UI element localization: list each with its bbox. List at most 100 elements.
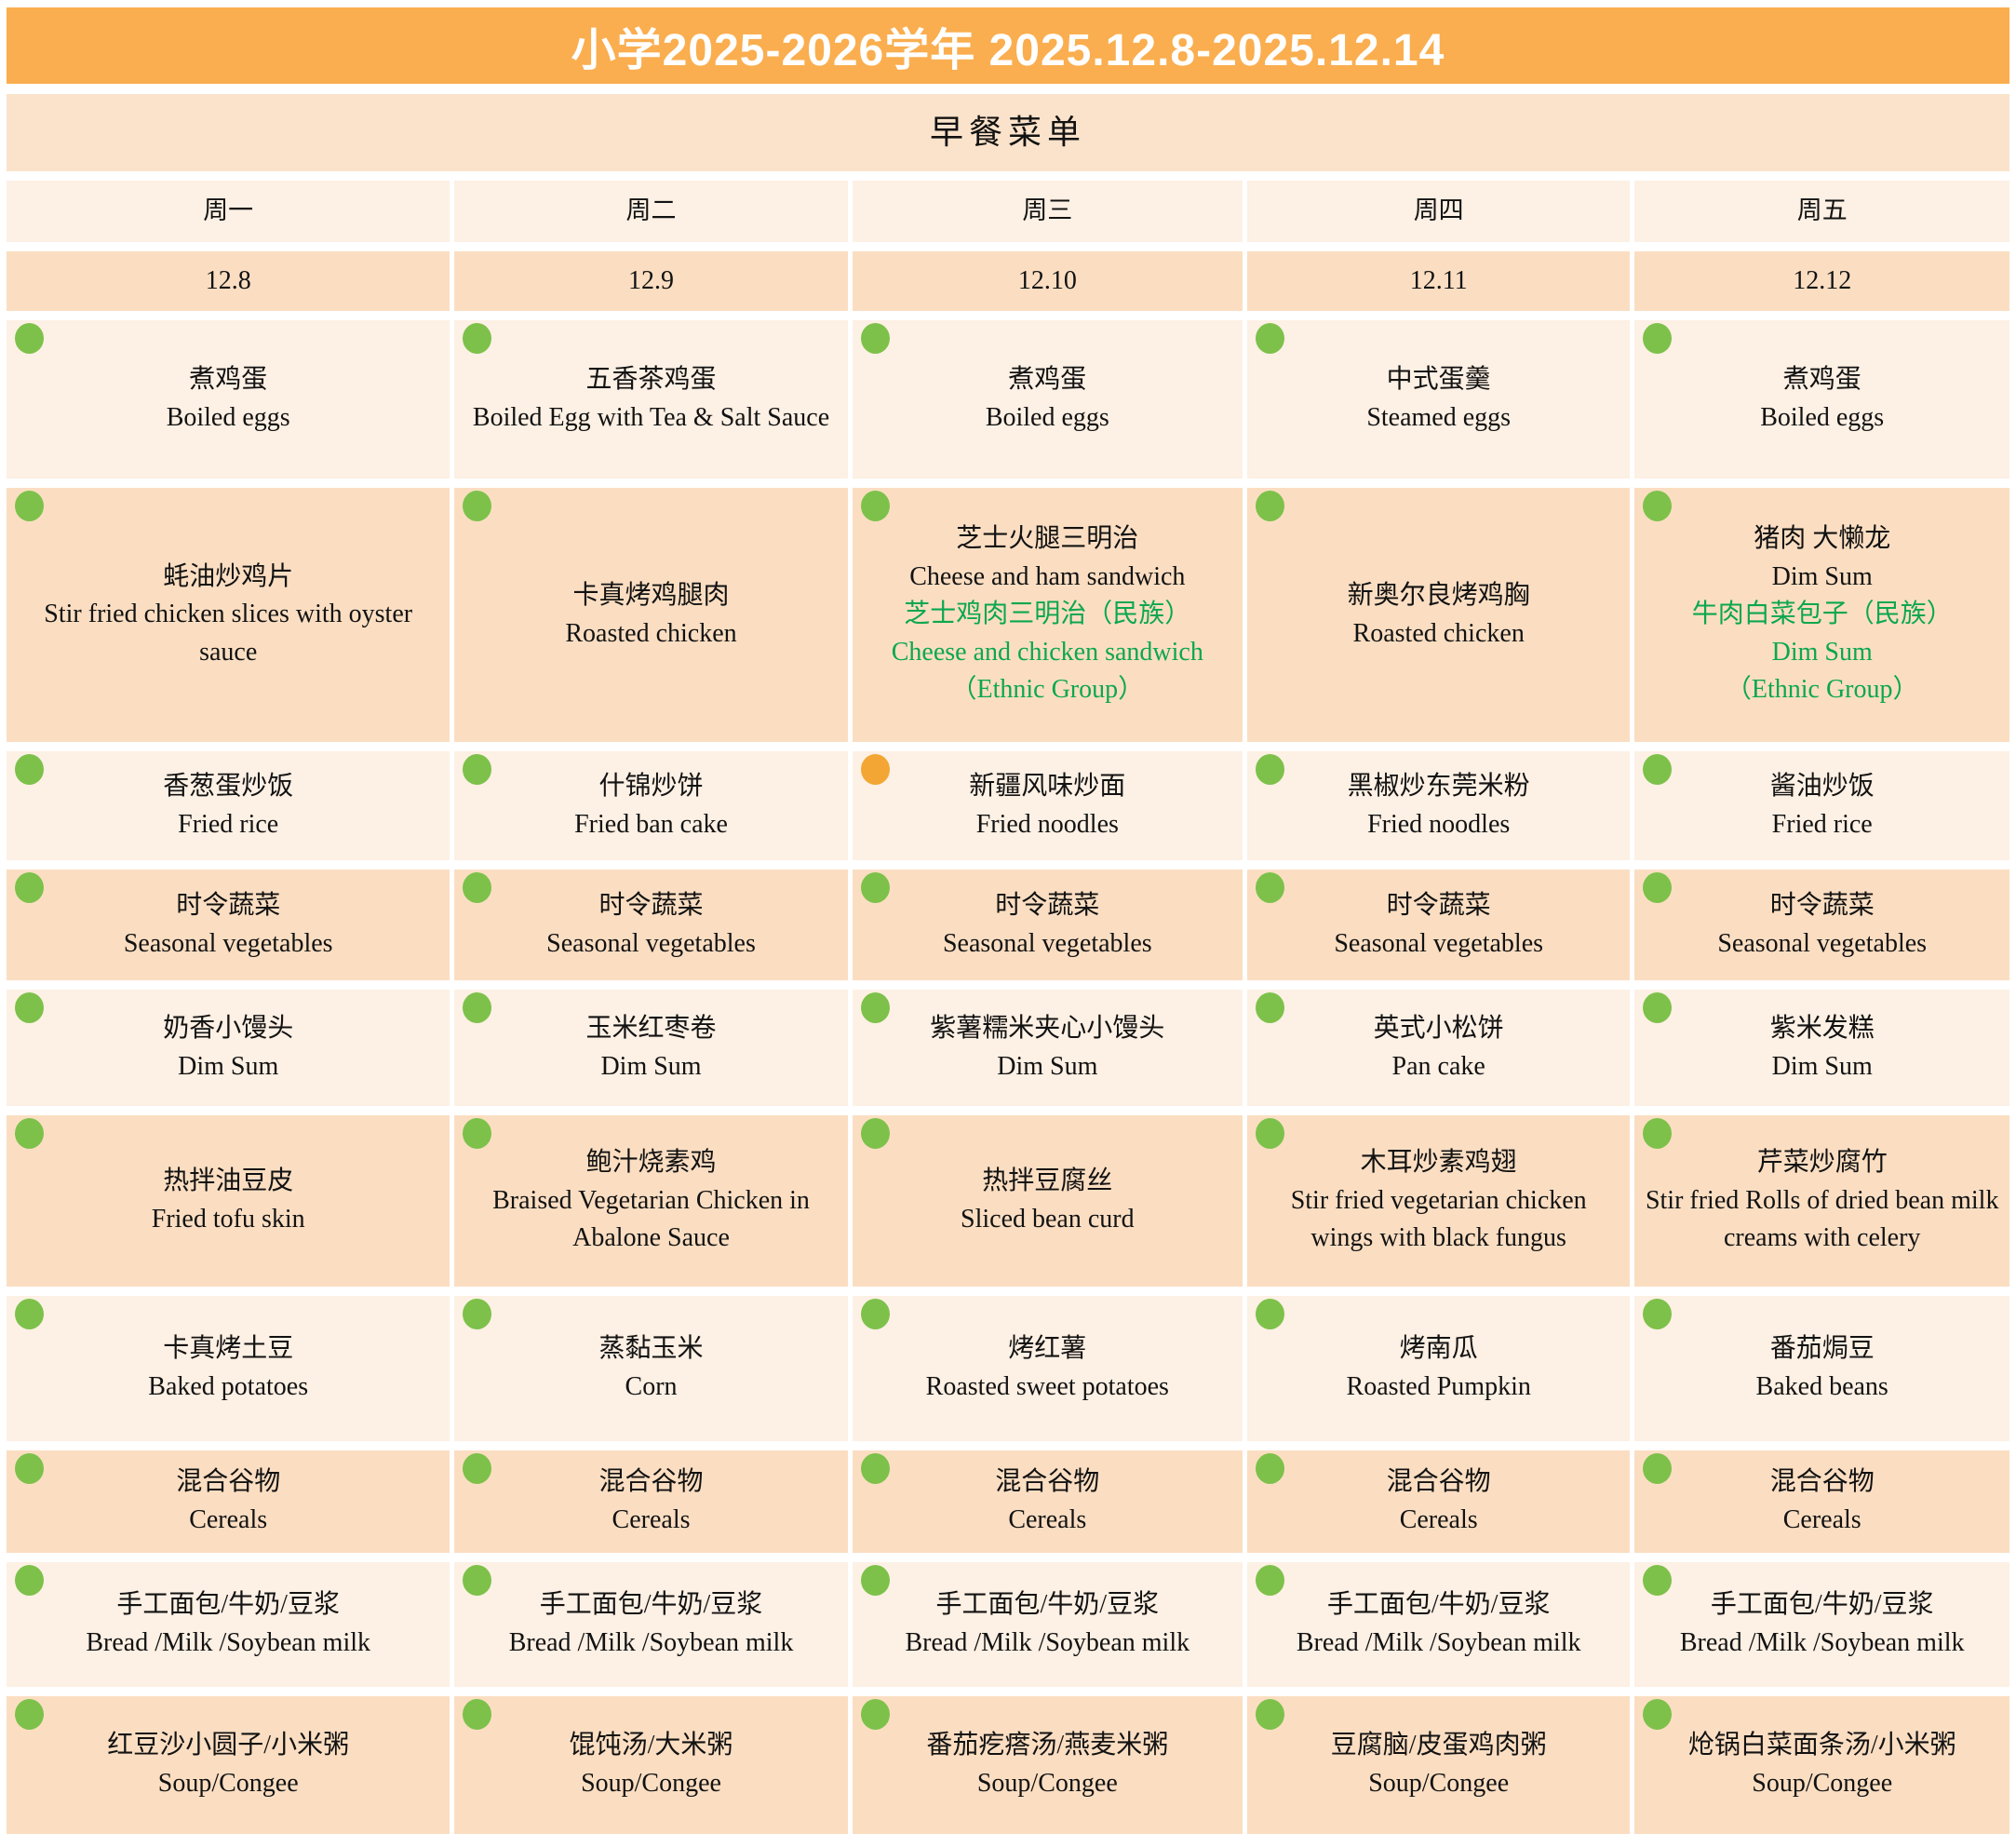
dish-line: 时令蔬菜	[1386, 890, 1491, 920]
dish-line: Cereals	[1782, 1505, 1861, 1534]
dish-line: 馄饨汤/大米粥	[569, 1731, 733, 1760]
dish-line: 新疆风味炒面	[969, 771, 1126, 801]
dish-line: Dim Sum	[1771, 561, 1873, 591]
dish-line-ethnic: 牛肉白菜包子（民族）	[1691, 600, 1953, 629]
menu-cell: 玉米红枣卷 Dim Sum	[454, 990, 848, 1106]
dish-line: 英式小松饼	[1373, 1013, 1504, 1043]
dish-line: Steamed eggs	[1366, 403, 1512, 432]
status-dot-green-icon	[1255, 1565, 1284, 1596]
status-dot-green-icon	[1643, 1299, 1673, 1329]
dish-line: 红豆沙小圆子/小米粥	[107, 1731, 350, 1760]
dish-line: 木耳炒素鸡翅	[1360, 1148, 1517, 1178]
dish-line: 混合谷物	[995, 1467, 1100, 1497]
dish-line: Bread /Milk /Soybean milk	[1679, 1628, 1965, 1657]
day-label: 周三	[1022, 196, 1073, 225]
dish-line: Fried ban cake	[574, 809, 728, 839]
dish-line: Bread /Milk /Soybean milk	[508, 1628, 794, 1657]
dish-line: Seasonal vegetables	[546, 928, 756, 958]
day-label: 周二	[625, 196, 677, 225]
status-dot-green-icon	[463, 1299, 492, 1329]
status-dot-green-icon	[860, 872, 890, 903]
dish-line: 煮鸡蛋	[1782, 365, 1861, 395]
status-dot-green-icon	[463, 491, 492, 521]
dish-line: 热拌豆腐丝	[982, 1166, 1113, 1196]
status-dot-green-icon	[1643, 1699, 1673, 1730]
status-dot-green-icon	[1255, 754, 1284, 785]
menu-cell: 番茄疙瘩汤/燕麦米粥 Soup/Congee	[852, 1696, 1243, 1834]
dish-line: Dim Sum	[600, 1051, 702, 1081]
dish-line: 中式蛋羹	[1386, 365, 1491, 395]
dish-line: Corn	[625, 1372, 678, 1401]
dish-line: 手工面包/牛奶/豆浆	[539, 1590, 763, 1620]
dish-line: 番茄疙瘩汤/燕麦米粥	[926, 1731, 1169, 1760]
status-dot-green-icon	[15, 1453, 44, 1484]
dish-line: Seasonal vegetables	[1717, 928, 1928, 958]
dish-line: 黑椒炒东莞米粉	[1347, 771, 1530, 801]
menu-cell: 香葱蛋炒饭 Fried rice	[7, 751, 450, 860]
status-dot-green-icon	[1255, 1699, 1284, 1730]
dish-line: Soup/Congee	[581, 1769, 721, 1798]
menu-cell: 馄饨汤/大米粥 Soup/Congee	[454, 1696, 848, 1834]
date-cell: 12.12	[1634, 251, 2009, 311]
day-header-cell: 周二	[454, 181, 848, 242]
dish-line: Dim Sum	[997, 1051, 1098, 1081]
status-dot-green-icon	[463, 1453, 492, 1484]
dish-line: Fried noodles	[1367, 809, 1511, 839]
dish-line: 手工面包/牛奶/豆浆	[1326, 1590, 1551, 1620]
date-cell: 12.8	[7, 251, 450, 311]
dish-line: Cereals	[612, 1505, 691, 1534]
dish-line: Seasonal vegetables	[942, 928, 1152, 958]
date-label: 12.12	[1793, 265, 1852, 295]
dish-line: Cereals	[1399, 1505, 1478, 1534]
dish-line: 香葱蛋炒饭	[163, 771, 294, 801]
dish-line: 手工面包/牛奶/豆浆	[116, 1590, 340, 1620]
date-label: 12.9	[628, 265, 675, 295]
status-dot-green-icon	[15, 754, 44, 785]
status-dot-green-icon	[1255, 1299, 1284, 1329]
status-dot-green-icon	[860, 1453, 890, 1484]
status-dot-green-icon	[15, 872, 44, 903]
status-dot-green-icon	[1643, 872, 1673, 903]
menu-cell: 豆腐脑/皮蛋鸡肉粥 Soup/Congee	[1246, 1696, 1631, 1834]
dish-line: Roasted sweet potatoes	[925, 1372, 1169, 1401]
menu-cell: 烤南瓜 Roasted Pumpkin	[1246, 1296, 1631, 1441]
menu-cell: 奶香小馒头 Dim Sum	[7, 990, 450, 1106]
menu-cell: 五香茶鸡蛋 Boiled Egg with Tea & Salt Sauce	[454, 320, 848, 479]
menu-cell: 手工面包/牛奶/豆浆 Bread /Milk /Soybean milk	[7, 1562, 450, 1687]
dish-line: 手工面包/牛奶/豆浆	[935, 1590, 1160, 1620]
status-dot-green-icon	[463, 992, 492, 1023]
dish-line: Stir fried chicken slices with oyster sa…	[44, 600, 413, 667]
status-dot-green-icon	[1643, 491, 1673, 521]
menu-cell: 手工面包/牛奶/豆浆 Bread /Milk /Soybean milk	[852, 1562, 1243, 1687]
menu-cell: 混合谷物 Cereals	[852, 1450, 1243, 1553]
dish-line: Baked potatoes	[148, 1372, 309, 1401]
menu-cell: 黑椒炒东莞米粉 Fried noodles	[1246, 751, 1631, 860]
menu-cell: 烤红薯 Roasted sweet potatoes	[852, 1296, 1243, 1441]
day-label: 周五	[1796, 196, 1848, 225]
menu-cell: 新疆风味炒面 Fried noodles	[852, 751, 1243, 860]
dish-line: Bread /Milk /Soybean milk	[1296, 1628, 1581, 1657]
menu-cell: 时令蔬菜 Seasonal vegetables	[1634, 870, 2009, 980]
dish-line: 芝士火腿三明治	[956, 524, 1139, 554]
dish-line: 玉米红枣卷	[585, 1013, 717, 1043]
dish-line: Soup/Congee	[157, 1769, 299, 1798]
status-dot-green-icon	[1643, 992, 1673, 1023]
menu-cell: 时令蔬菜 Seasonal vegetables	[1246, 870, 1631, 980]
dish-line: Boiled eggs	[1760, 403, 1885, 432]
status-dot-green-icon	[860, 1699, 890, 1730]
date-cell: 12.9	[454, 251, 848, 311]
dish-line: 时令蔬菜	[995, 890, 1100, 920]
status-dot-green-icon	[15, 1118, 44, 1149]
status-dot-green-icon	[1255, 1453, 1284, 1484]
menu-cell: 卡真烤鸡腿肉 Roasted chicken	[454, 488, 848, 742]
status-dot-green-icon	[15, 491, 44, 521]
dish-line: 混合谷物	[1386, 1467, 1491, 1497]
menu-cell: 混合谷物 Cereals	[1634, 1450, 2009, 1553]
date-label: 12.10	[1017, 265, 1077, 295]
status-dot-green-icon	[860, 491, 890, 521]
menu-cell: 混合谷物 Cereals	[454, 1450, 848, 1553]
menu-cell: 混合谷物 Cereals	[1246, 1450, 1631, 1553]
day-header-cell: 周三	[852, 181, 1243, 242]
dish-line: Fried rice	[178, 809, 279, 839]
